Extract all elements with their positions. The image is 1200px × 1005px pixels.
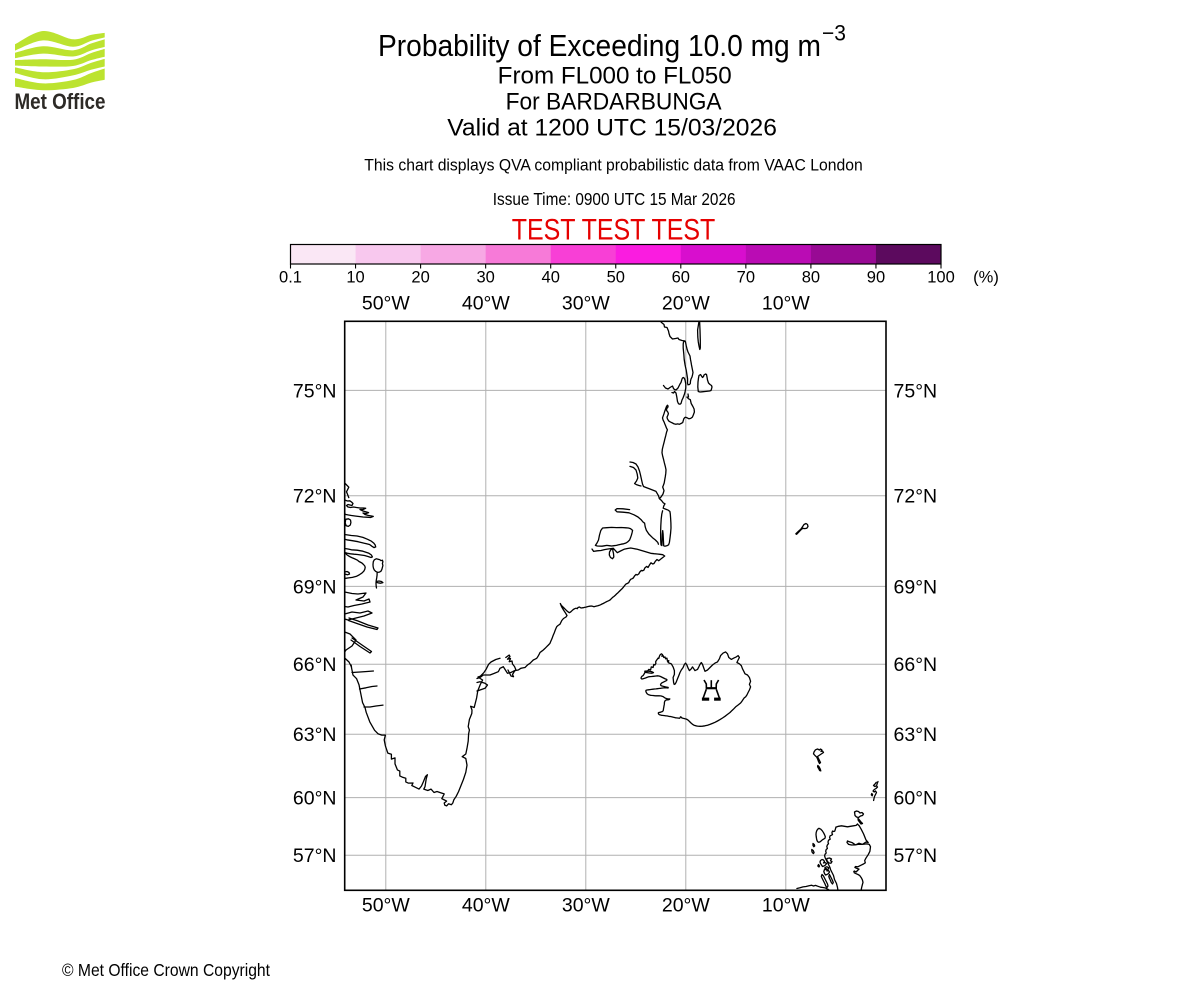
svg-text:66°N: 66°N	[293, 654, 337, 676]
svg-text:(%): (%)	[973, 268, 999, 286]
svg-text:This chart displays QVA compli: This chart displays QVA compliant probab…	[364, 155, 862, 174]
svg-text:−3: −3	[822, 21, 846, 46]
svg-text:20°W: 20°W	[662, 293, 710, 315]
svg-text:75°N: 75°N	[894, 380, 938, 402]
svg-text:69°N: 69°N	[894, 576, 938, 598]
svg-text:63°N: 63°N	[894, 724, 938, 746]
svg-text:10°W: 10°W	[762, 293, 810, 315]
svg-text:90: 90	[867, 268, 885, 286]
svg-text:© Met Office Crown Copyright: © Met Office Crown Copyright	[62, 960, 270, 980]
svg-text:30°W: 30°W	[562, 293, 610, 315]
svg-text:72°N: 72°N	[894, 486, 938, 508]
svg-text:0.1: 0.1	[279, 268, 302, 286]
svg-text:30°W: 30°W	[562, 895, 610, 917]
svg-text:72°N: 72°N	[293, 486, 337, 508]
svg-text:60°N: 60°N	[894, 788, 938, 810]
svg-text:69°N: 69°N	[293, 576, 337, 598]
svg-text:Probability of Exceeding 10.0: Probability of Exceeding 10.0 mg m	[378, 28, 821, 63]
svg-text:TEST TEST TEST: TEST TEST TEST	[512, 214, 716, 247]
svg-text:From FL000 to FL050: From FL000 to FL050	[498, 62, 732, 89]
svg-text:57°N: 57°N	[894, 845, 938, 867]
svg-text:50°W: 50°W	[362, 895, 410, 917]
svg-text:63°N: 63°N	[293, 724, 337, 746]
svg-text:10: 10	[346, 268, 364, 286]
svg-text:For BARDARBUNGA: For BARDARBUNGA	[506, 89, 722, 116]
svg-text:10°W: 10°W	[762, 895, 810, 917]
svg-text:40°W: 40°W	[462, 895, 510, 917]
svg-text:80: 80	[802, 268, 820, 286]
svg-text:75°N: 75°N	[293, 380, 337, 402]
svg-text:30: 30	[476, 268, 494, 286]
svg-text:20: 20	[411, 268, 429, 286]
svg-text:20°W: 20°W	[662, 895, 710, 917]
svg-text:40°W: 40°W	[462, 293, 510, 315]
svg-text:66°N: 66°N	[894, 654, 938, 676]
svg-text:60: 60	[672, 268, 690, 286]
svg-text:Met Office: Met Office	[15, 89, 106, 114]
svg-text:50: 50	[607, 268, 625, 286]
svg-text:60°N: 60°N	[293, 788, 337, 810]
svg-text:Valid at 1200 UTC 15/03/2026: Valid at 1200 UTC 15/03/2026	[447, 114, 777, 141]
svg-text:50°W: 50°W	[362, 293, 410, 315]
svg-text:70: 70	[737, 268, 755, 286]
svg-text:Issue Time: 0900 UTC 15 Mar 20: Issue Time: 0900 UTC 15 Mar 2026	[493, 189, 736, 209]
svg-text:40: 40	[542, 268, 560, 286]
svg-text:100: 100	[927, 268, 955, 286]
svg-text:57°N: 57°N	[293, 845, 337, 867]
